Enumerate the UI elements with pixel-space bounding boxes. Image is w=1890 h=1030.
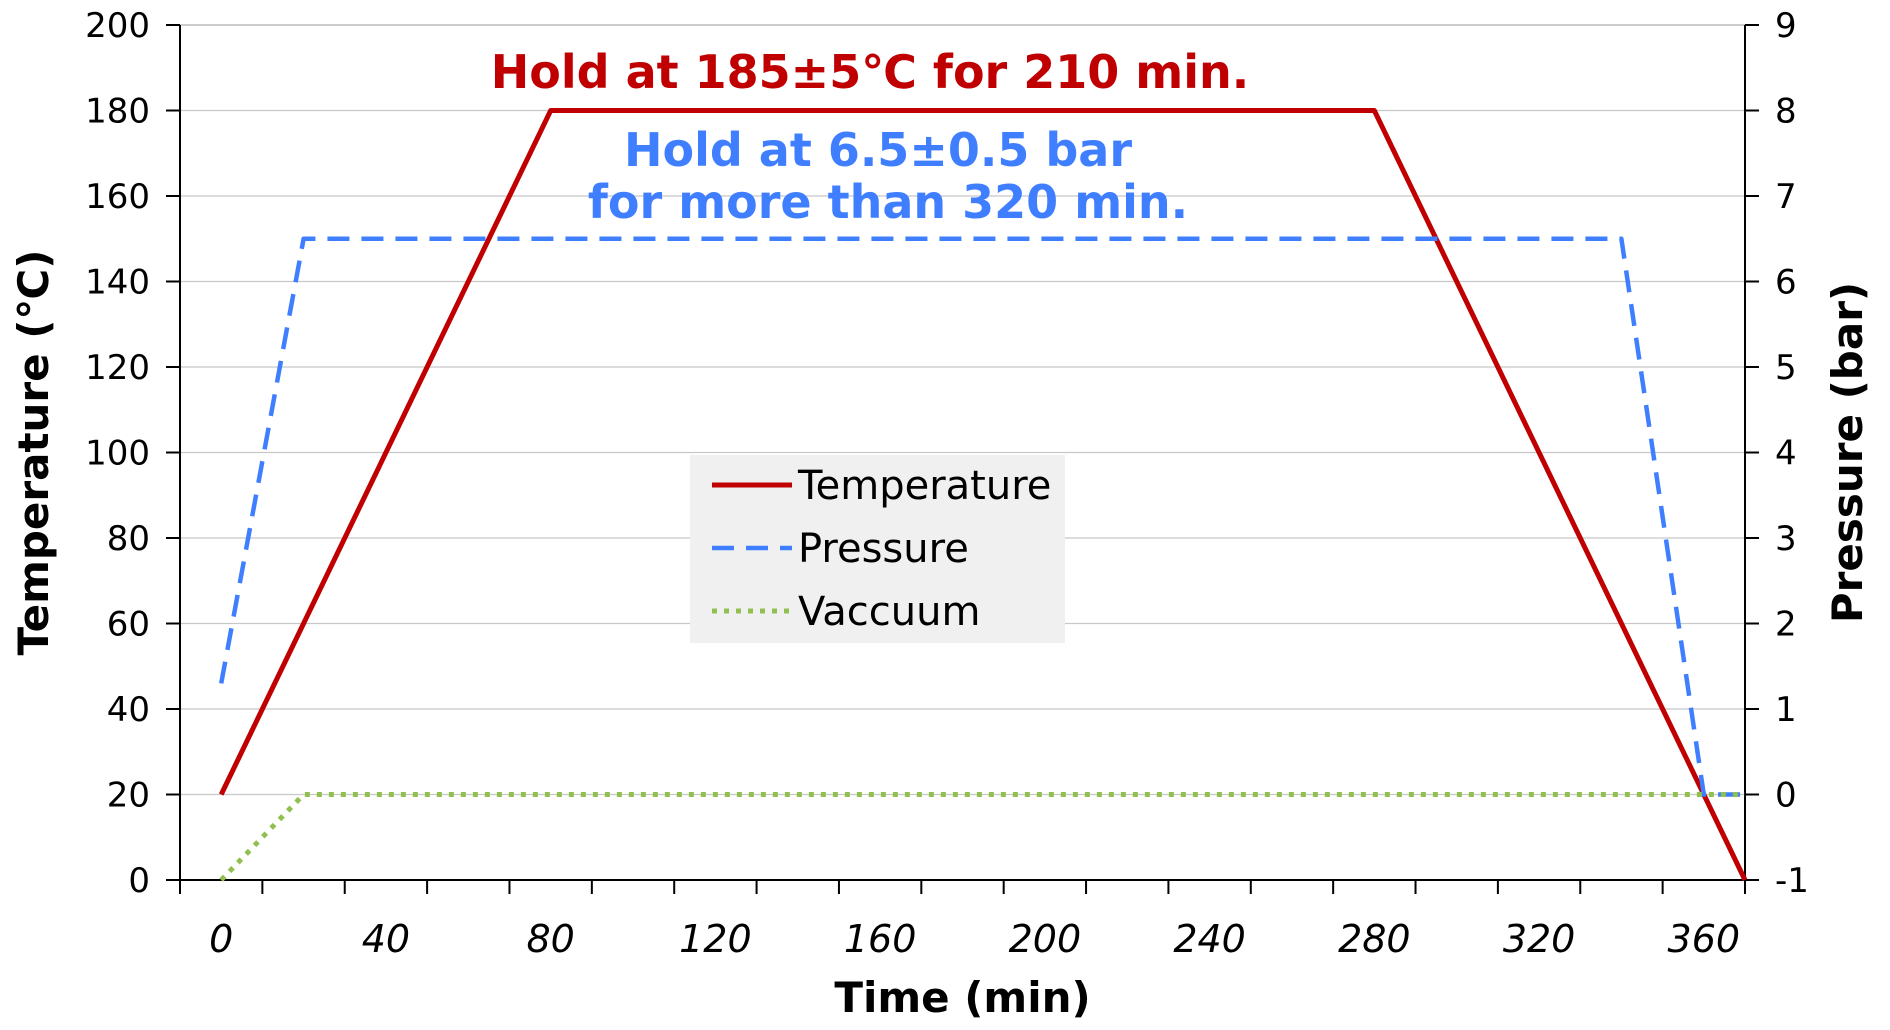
y-left-tick-label: 180	[85, 92, 150, 132]
legend: Temperature Pressure Vaccuum	[690, 455, 1065, 643]
temperature-hold-annotation: Hold at 185±5℃ for 210 min.	[491, 45, 1249, 99]
y-left-tick-label: 20	[107, 776, 150, 816]
x-tick-label: 80	[526, 917, 574, 961]
series-line-temperature	[218, 108, 1748, 882]
y-left-tick-label: 40	[107, 690, 150, 730]
y-right-tick-label: 4	[1775, 434, 1797, 474]
x-tick-label: 280	[1338, 917, 1411, 961]
y-left-tick-label: 160	[85, 177, 150, 217]
y-right-tick-label: 6	[1775, 263, 1797, 303]
pressure-hold-annotation-line2: for more than 320 min.	[588, 175, 1188, 229]
x-tick-label: 360	[1668, 917, 1741, 961]
series-lines	[218, 108, 1748, 882]
series-line-pressure	[218, 236, 1745, 797]
y-left-tick-label: 200	[85, 6, 150, 46]
x-tick-label: 120	[679, 917, 752, 961]
y-right-tick-label: 3	[1775, 519, 1797, 559]
y-right-tick-label: 5	[1775, 348, 1797, 388]
y-left-tick-label: 100	[85, 434, 150, 474]
y-right-tick-label: -1	[1775, 861, 1809, 901]
y-left-tick-label: 140	[85, 263, 150, 303]
x-tick-label: 320	[1503, 917, 1576, 961]
x-tick-label: 40	[362, 917, 410, 961]
pressure-hold-annotation-line1: Hold at 6.5±0.5 bar	[624, 123, 1132, 177]
y-left-tick-label: 120	[85, 348, 150, 388]
y-axis-left-title: Temperature (℃)	[9, 250, 58, 656]
x-tick-label: 240	[1173, 917, 1246, 961]
x-tick-label: 0	[209, 917, 233, 961]
y-right-tick-label: 2	[1775, 605, 1797, 645]
y-left-tick-label: 60	[107, 605, 150, 645]
legend-label-vaccuum: Vaccuum	[798, 589, 980, 635]
x-tick-label: 160	[844, 917, 917, 961]
y-right-tick-label: 7	[1775, 177, 1797, 217]
y-right-tick-label: 8	[1775, 92, 1797, 132]
y-left-tick-label: 0	[128, 861, 150, 901]
legend-label-temperature: Temperature	[797, 463, 1051, 509]
y-right-tick-label: 9	[1775, 6, 1797, 46]
series-line-vaccuum	[219, 792, 1745, 882]
x-tick-label: 200	[1009, 917, 1082, 961]
x-axis-title: Time (min)	[834, 973, 1090, 1022]
y-right-tick-label: 0	[1775, 776, 1797, 816]
tick-labels: 0 20 40 60 80 100 120 140 160 180 200 -1 0 1 2 3 4 5 6 7 8 9 0…	[85, 6, 1809, 961]
legend-label-pressure: Pressure	[798, 526, 969, 572]
y-left-tick-label: 80	[107, 519, 150, 559]
y-right-tick-label: 1	[1775, 690, 1797, 730]
y-axis-right-title: Pressure (bar)	[1823, 282, 1872, 623]
